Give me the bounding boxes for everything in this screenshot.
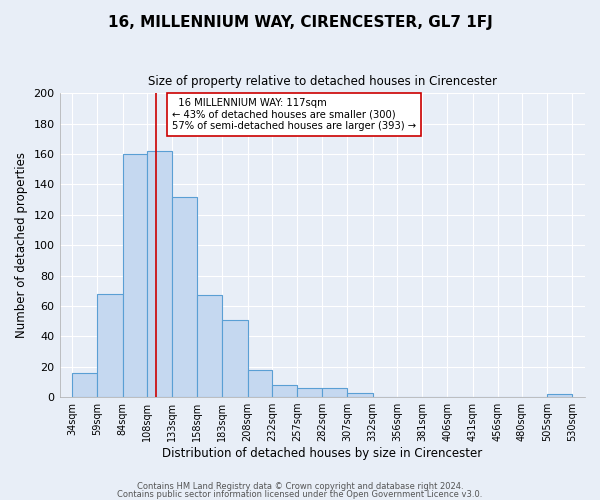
Bar	[223, 320, 248, 397]
Bar	[547, 394, 572, 397]
Bar	[272, 385, 297, 397]
Text: Contains HM Land Registry data © Crown copyright and database right 2024.: Contains HM Land Registry data © Crown c…	[137, 482, 463, 491]
Bar	[322, 388, 347, 397]
Bar	[147, 151, 172, 397]
Y-axis label: Number of detached properties: Number of detached properties	[15, 152, 28, 338]
Text: 16 MILLENNIUM WAY: 117sqm
← 43% of detached houses are smaller (300)
57% of semi: 16 MILLENNIUM WAY: 117sqm ← 43% of detac…	[172, 98, 416, 131]
Bar	[172, 196, 197, 397]
Title: Size of property relative to detached houses in Cirencester: Size of property relative to detached ho…	[148, 75, 497, 88]
Bar	[347, 392, 373, 397]
Bar	[72, 373, 97, 397]
Text: Contains public sector information licensed under the Open Government Licence v3: Contains public sector information licen…	[118, 490, 482, 499]
X-axis label: Distribution of detached houses by size in Cirencester: Distribution of detached houses by size …	[162, 447, 482, 460]
Bar	[297, 388, 322, 397]
Text: 16, MILLENNIUM WAY, CIRENCESTER, GL7 1FJ: 16, MILLENNIUM WAY, CIRENCESTER, GL7 1FJ	[107, 15, 493, 30]
Bar	[97, 294, 122, 397]
Bar	[197, 296, 223, 397]
Bar	[122, 154, 147, 397]
Bar	[248, 370, 272, 397]
